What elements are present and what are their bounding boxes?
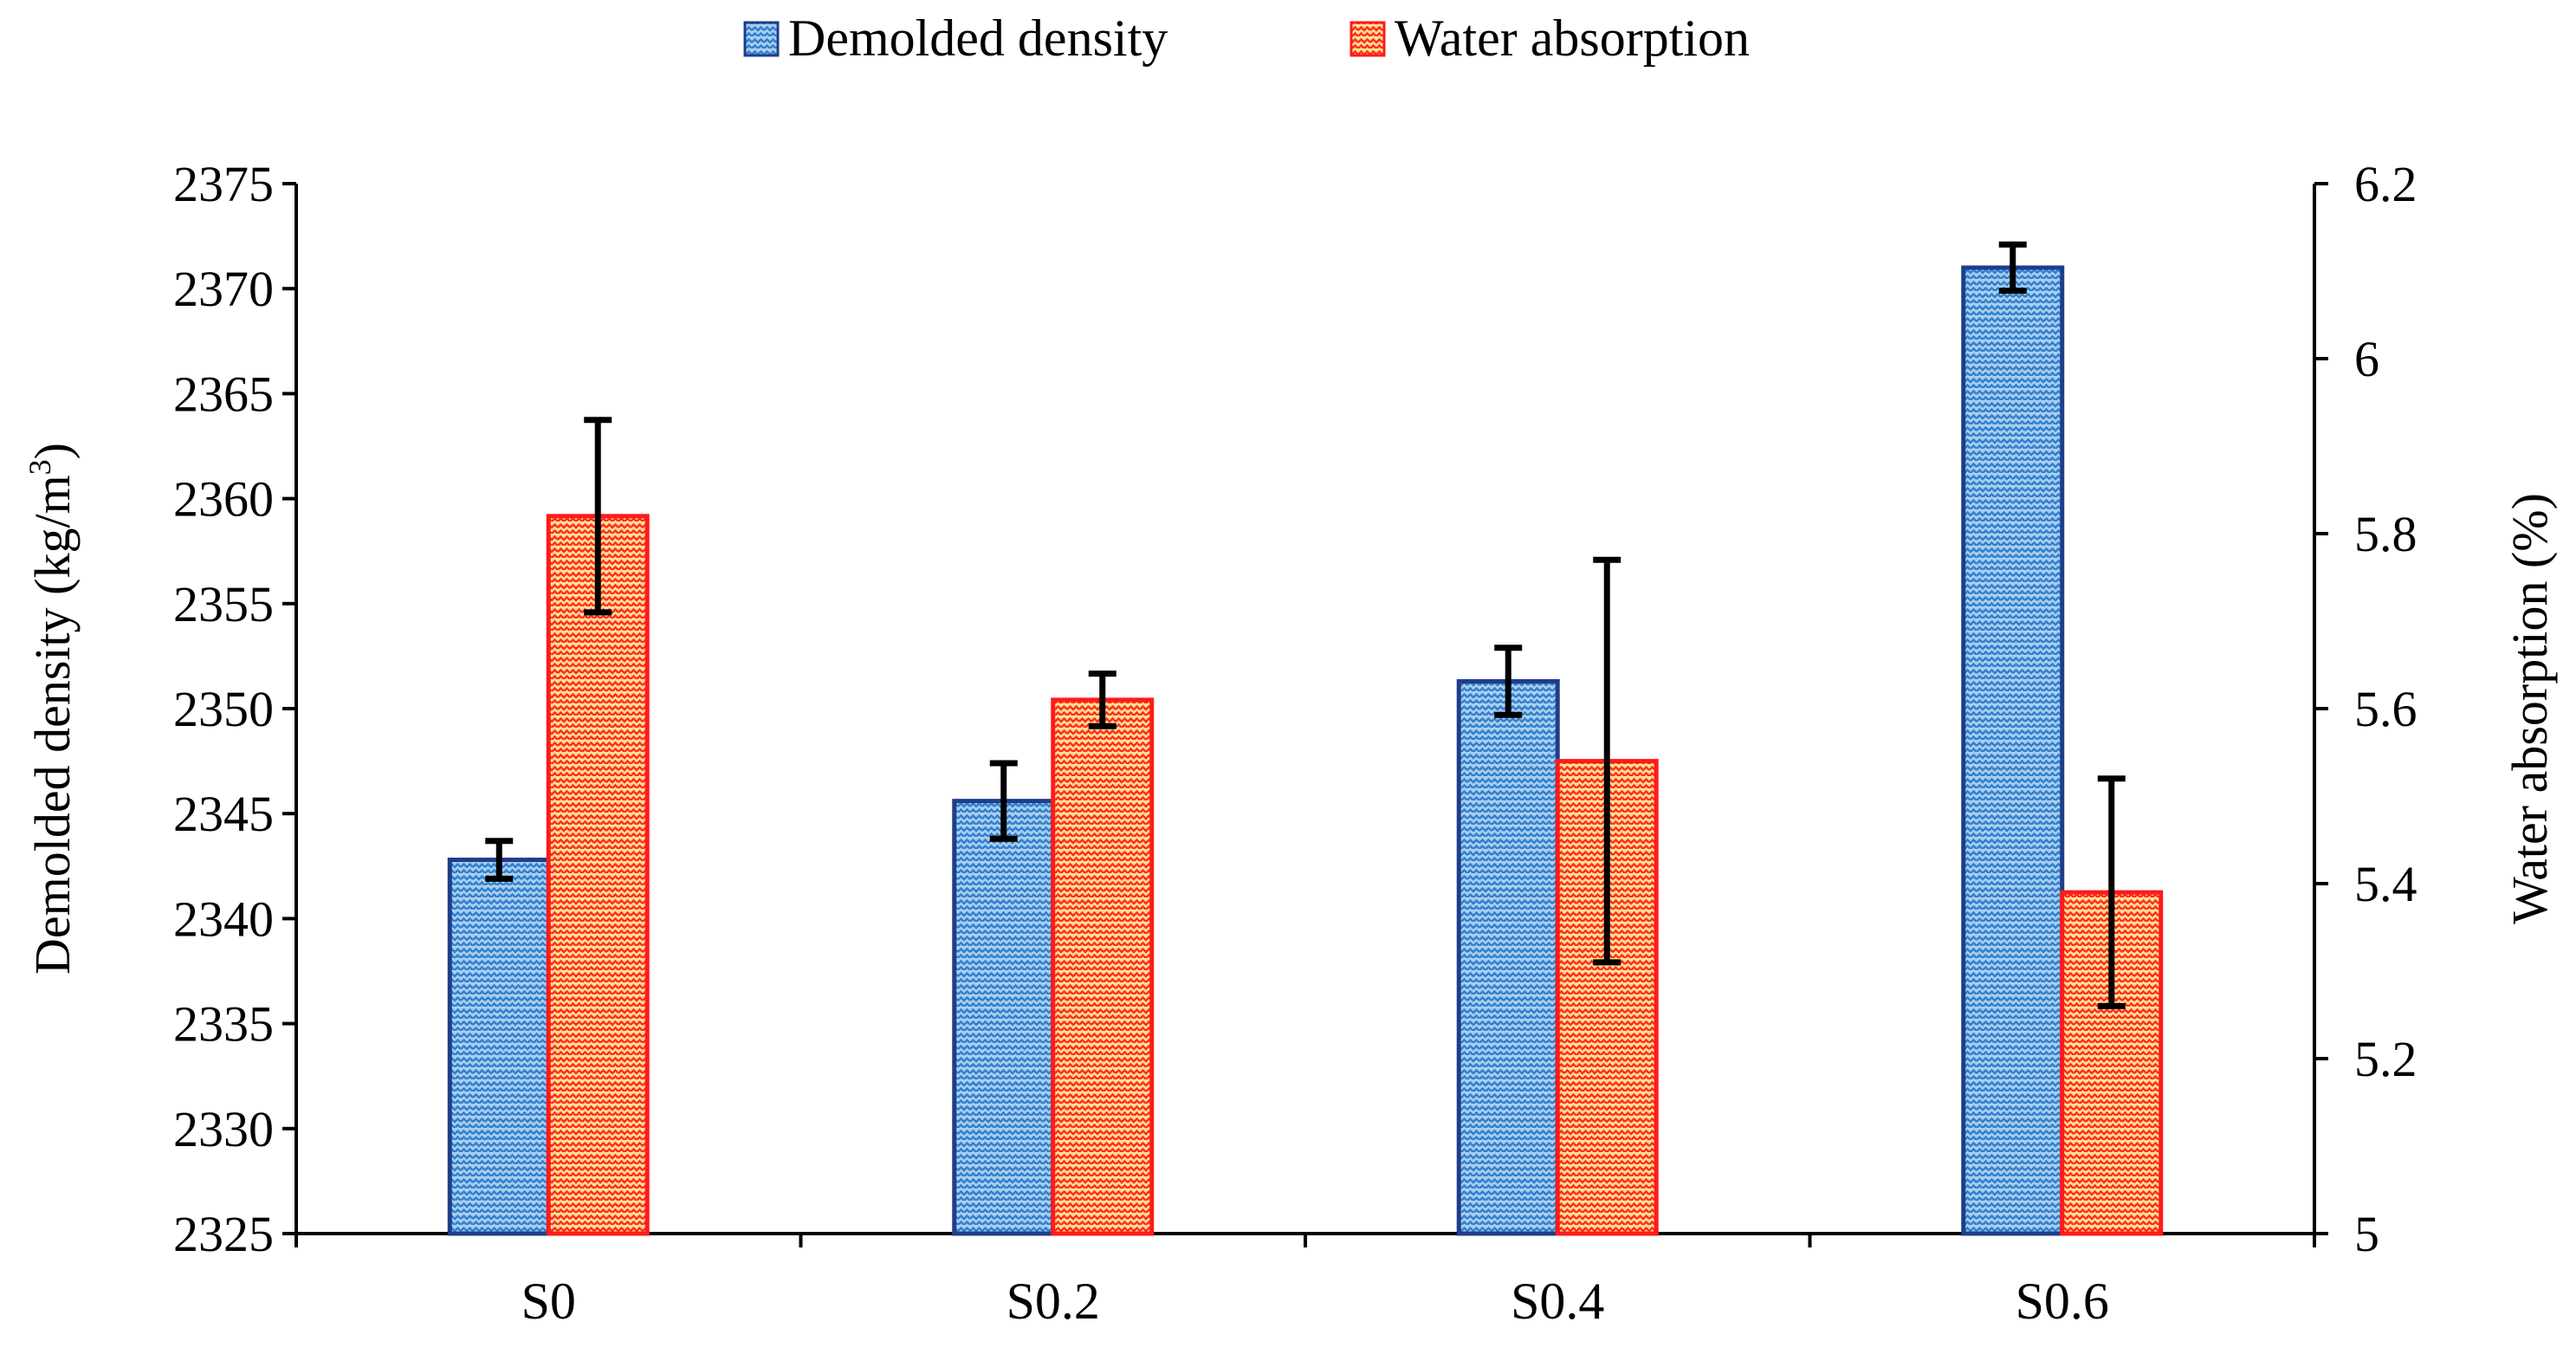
left-axis-ticks: 2325 2330 2335 2340 2345 2350 2355 2360 2365 2370… [173,156,296,1262]
x-tick-label: S0.6 [2016,1273,2109,1330]
left-tick-label: 2345 [173,786,274,842]
left-tick-label: 2335 [173,996,274,1053]
error-bars [485,241,2126,1009]
density-bar [447,858,551,1236]
legend: Demolded density Water absorption [743,10,1750,67]
right-tick-label: 5.2 [2354,1031,2417,1087]
left-tick-label: 2350 [173,681,274,737]
left-tick-label: 2375 [173,156,274,212]
left-tick-label: 2355 [173,576,274,632]
right-tick-label: 5 [2354,1206,2379,1262]
right-axis-ticks: 5 5.2 5.4 5.6 5.8 6 6.2 [2314,156,2417,1262]
x-tick-label: S0 [521,1273,576,1330]
left-tick-label: 2330 [173,1101,274,1157]
legend-swatch-absorption [1349,21,1386,57]
left-tick-label: 2325 [173,1206,274,1262]
absorption-bar [546,514,650,1236]
legend-label-density: Demolded density [788,10,1168,67]
right-tick-label: 6 [2354,331,2379,387]
x-tick-label: S0.4 [1511,1273,1604,1330]
left-axis-title-end: ) [24,443,81,459]
left-axis-title: Demolded density (kg/m3) [23,443,81,975]
right-tick-label: 6.2 [2354,156,2417,212]
left-tick-label: 2370 [173,261,274,317]
legend-swatch-density [743,21,780,57]
density-bar [952,799,1056,1236]
right-tick-label: 5.4 [2354,856,2417,912]
density-bar [1456,678,1560,1236]
bars [447,265,2164,1236]
right-tick-label: 5.8 [2354,506,2417,562]
right-tick-label: 5.6 [2354,681,2417,737]
x-tick-label: S0.2 [1006,1273,1100,1330]
right-axis-title: Water absorption (%) [2502,493,2558,924]
legend-label-absorption: Water absorption [1395,10,1750,67]
left-tick-label: 2360 [173,471,274,528]
density-bar [1961,265,2065,1236]
left-axis-title-superscript: 3 [23,459,57,475]
absorption-bar [1051,697,1155,1236]
x-axis-ticks: S0 S0.2 S0.4 S0.6 [294,1234,2316,1330]
left-tick-label: 2340 [173,891,274,947]
left-tick-label: 2365 [173,366,274,422]
